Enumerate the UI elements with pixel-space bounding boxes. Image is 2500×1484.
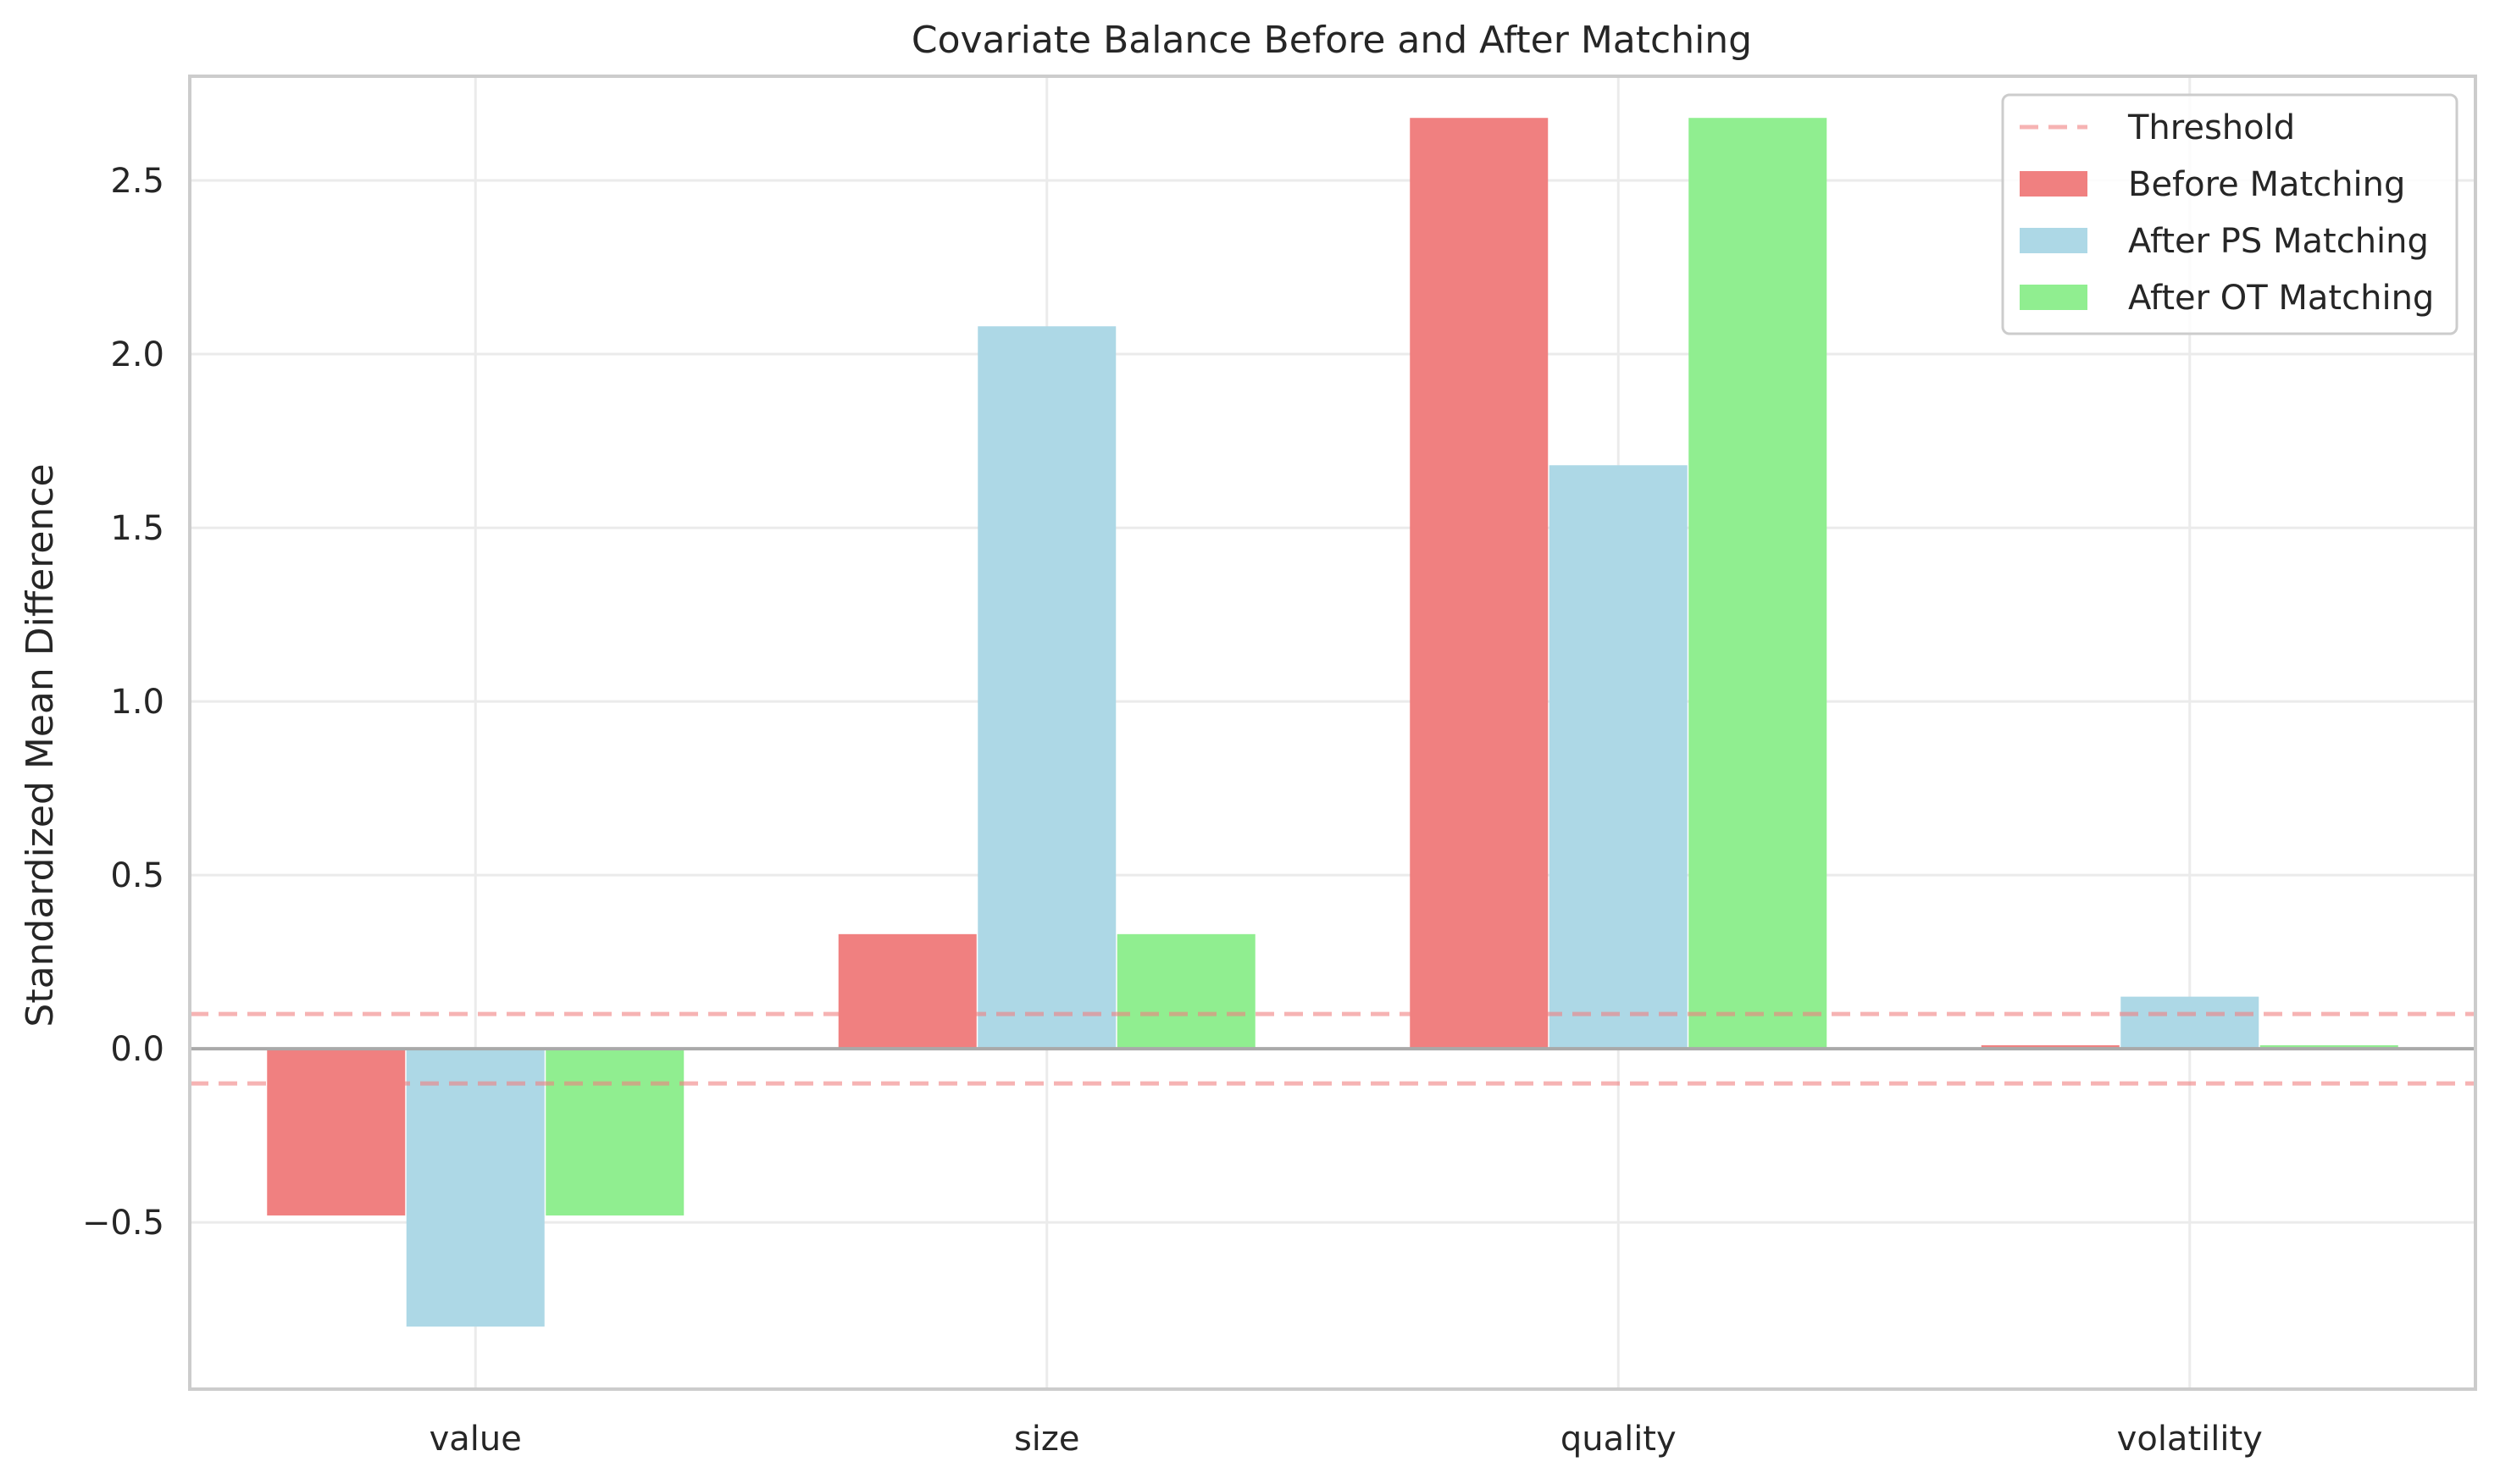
legend-label-before-matching: Before Matching xyxy=(2128,165,2405,204)
bar-after-ps-matching-value xyxy=(406,1049,545,1327)
y-tick-label: 1.5 xyxy=(110,509,164,548)
bar-after-ps-matching-volatility xyxy=(2120,996,2259,1049)
bar-after-ot-matching-value xyxy=(546,1049,685,1215)
y-tick-label: 2.5 xyxy=(110,162,164,201)
bar-after-ps-matching-quality xyxy=(1549,465,1688,1049)
x-tick-label: quality xyxy=(1560,1420,1677,1459)
threshold-lines xyxy=(190,1011,2475,1086)
bars xyxy=(267,118,2398,1327)
plot-frame xyxy=(188,75,2477,1391)
x-tick-label: value xyxy=(430,1420,522,1459)
bar-before-matching-size xyxy=(838,933,977,1049)
y-tick-label: 2.0 xyxy=(110,335,164,374)
x-tick-label: size xyxy=(1014,1420,1080,1459)
legend-box xyxy=(2001,93,2458,335)
x-tick-label: volatility xyxy=(2117,1420,2263,1459)
legend-swatch-before-matching xyxy=(2020,171,2087,197)
bar-before-matching-volatility xyxy=(1981,1045,2120,1049)
bar-after-ot-matching-volatility xyxy=(2259,1045,2398,1049)
legend: Threshold Before Matching After PS Matchin… xyxy=(2001,93,2458,335)
legend-label-threshold: Threshold xyxy=(2127,108,2295,147)
y-tick-label: 0.5 xyxy=(110,856,164,895)
tick-labels: −0.5 0.0 0.5 1.0 1.5 2.0 2.5 value size quality vo… xyxy=(82,162,2263,1459)
y-tick-label: −0.5 xyxy=(82,1204,164,1243)
legend-swatch-after-ot-matching xyxy=(2020,285,2087,310)
bar-before-matching-quality xyxy=(1410,118,1549,1049)
bar-before-matching-value xyxy=(267,1049,406,1215)
y-tick-label: 1.0 xyxy=(110,683,164,722)
bar-after-ot-matching-size xyxy=(1117,933,1256,1049)
y-axis-label: Standardized Mean Difference xyxy=(19,463,62,1027)
legend-swatch-after-ps-matching xyxy=(2020,228,2087,253)
legend-label-after-ot-matching: After OT Matching xyxy=(2128,279,2434,318)
bar-after-ot-matching-quality xyxy=(1688,118,1827,1049)
chart-title: Covariate Balance Before and After Match… xyxy=(912,19,1752,62)
legend-label-after-ps-matching: After PS Matching xyxy=(2128,222,2429,261)
y-tick-label: 0.0 xyxy=(110,1030,164,1069)
bar-after-ps-matching-size xyxy=(978,326,1117,1049)
